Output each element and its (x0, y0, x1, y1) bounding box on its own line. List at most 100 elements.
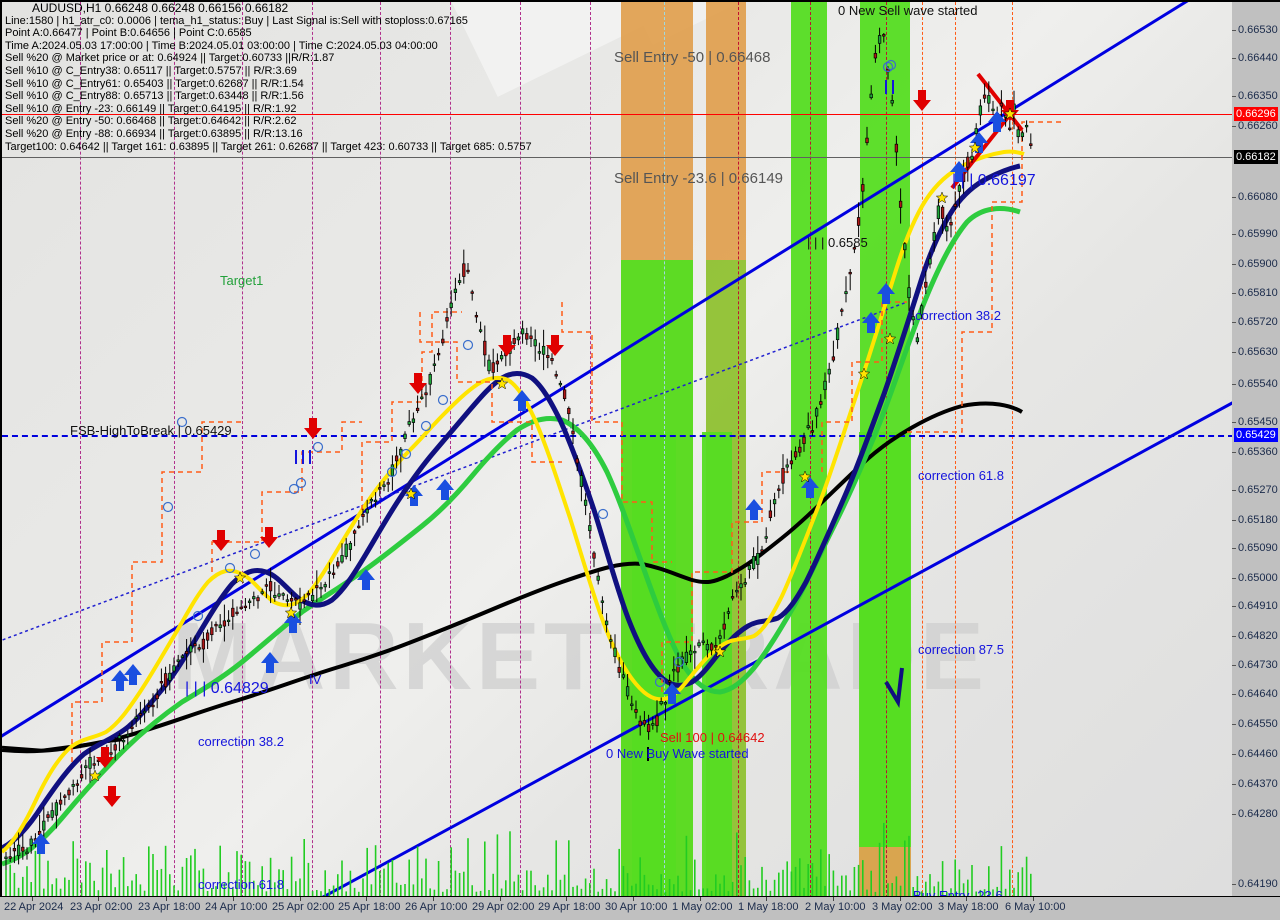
price-tick-label: 0.64640 (1238, 688, 1278, 700)
star-marker-icon (883, 332, 897, 345)
candlestick-series (4, 27, 1033, 871)
label-sell-entry-236: Sell Entry -23.6 | 0.66149 (614, 170, 783, 187)
time-tick-label: 1 May 02:00 (672, 901, 733, 913)
star-marker-icon (495, 377, 509, 390)
trendline-lower (318, 400, 1234, 898)
star-marker-icon (284, 606, 298, 619)
time-tick-label: 26 Apr 10:00 (405, 901, 468, 913)
price-tick (1232, 293, 1236, 294)
day-separator-6 (450, 2, 451, 898)
price-tick (1232, 352, 1236, 353)
buy-arrow-6 (405, 485, 423, 506)
price-tick (1232, 884, 1236, 885)
price-tick-label: 0.64730 (1238, 659, 1278, 671)
label-wave-06585: | | | 0.6585 (807, 235, 868, 250)
time-tick (833, 897, 834, 901)
time-tick-label: 3 May 18:00 (938, 901, 999, 913)
time-tick (300, 897, 301, 901)
buy-arrow-10 (745, 499, 763, 520)
star-marker-icon (935, 191, 949, 204)
star-marker-icon (713, 645, 727, 658)
fsb-high-to-break-line (2, 435, 1234, 437)
price-tick-label: 0.65630 (1238, 346, 1278, 358)
star-marker-icon (798, 470, 812, 483)
fractal-circle-icon (462, 339, 474, 351)
time-tick (32, 897, 33, 901)
buy-arrow-5 (357, 569, 375, 590)
time-tick-label: 29 Apr 02:00 (472, 901, 535, 913)
zigzag-wave-navy (884, 667, 904, 709)
price-tick (1232, 96, 1236, 97)
time-tick-label: 25 Apr 02:00 (272, 901, 335, 913)
buy-arrow-3 (261, 652, 279, 673)
fractal-circle-icon (885, 59, 897, 71)
time-axis[interactable]: 22 Apr 2024 23 Apr 02:00 23 Apr 18:00 24 Ap… (0, 896, 1280, 920)
time-tick (633, 897, 634, 901)
price-tick-label: 0.64550 (1238, 718, 1278, 730)
price-tick (1232, 724, 1236, 725)
price-tick (1232, 578, 1236, 579)
ask-price-line (2, 114, 1234, 115)
day-separator-10 (738, 2, 739, 898)
price-tick-label: 0.64190 (1238, 878, 1278, 890)
time-tick-label: 2 May 10:00 (805, 901, 866, 913)
price-tick (1232, 665, 1236, 666)
fractal-circle-icon (312, 441, 324, 453)
fractal-circle-icon (162, 501, 174, 513)
price-tag-ask: 0.66296 (1234, 107, 1278, 121)
price-tag-bid: 0.66182 (1234, 150, 1278, 164)
wave-separator-1 (922, 2, 923, 898)
wave-separator-3 (1012, 2, 1013, 898)
sell-arrow-3 (260, 527, 278, 548)
day-separator-9 (664, 2, 665, 898)
time-tick-label: 6 May 10:00 (1005, 901, 1066, 913)
fractal-circle-icon (597, 508, 609, 520)
buy-arrow-2 (124, 664, 142, 685)
price-tick (1232, 264, 1236, 265)
price-tick (1232, 548, 1236, 549)
star-marker-icon (404, 487, 418, 500)
price-tick-label: 0.65810 (1238, 287, 1278, 299)
price-tick (1232, 322, 1236, 323)
buy-arrow-12 (862, 312, 880, 333)
price-tick-label: 0.66530 (1238, 24, 1278, 36)
ma-yellow (2, 149, 1025, 854)
sell-arrow-1 (103, 786, 121, 807)
wave-separator-2 (955, 2, 956, 898)
price-tick (1232, 490, 1236, 491)
time-tick (500, 897, 501, 901)
label-correction-618-r: correction 61.8 (918, 468, 1004, 483)
fractal-circle-icon (192, 610, 204, 622)
signal-markers-layer (32, 59, 1019, 854)
price-tick (1232, 814, 1236, 815)
buy-arrow-7 (436, 479, 454, 500)
price-axis[interactable]: 0.66530 0.66440 0.66350 0.66260 0.66080 0.659… (1232, 0, 1280, 898)
price-tick (1232, 520, 1236, 521)
price-tick-label: 0.65270 (1238, 484, 1278, 496)
fractal-circle-icon (654, 676, 666, 688)
price-tick (1232, 694, 1236, 695)
chart-plot-area[interactable]: MARKET TRADE (0, 0, 1234, 898)
day-separator-2 (174, 2, 175, 898)
price-tick (1232, 606, 1236, 607)
sell-arrow-4 (304, 418, 322, 439)
label-new-buy-wave: 0 New Buy Wave started (606, 746, 749, 761)
volume-histogram (5, 822, 1032, 898)
time-tick-label: 29 Apr 18:00 (538, 901, 601, 913)
time-tick (966, 897, 967, 901)
label-target1: Target1 (220, 273, 264, 288)
time-tick (166, 897, 167, 901)
sell-arrow-6 (498, 335, 516, 356)
sell-arrow-7 (546, 335, 564, 356)
time-tick (700, 897, 701, 901)
time-tick (433, 897, 434, 901)
sell-arrow-2 (212, 530, 230, 551)
time-tick-label: 25 Apr 18:00 (338, 901, 401, 913)
star-marker-icon (1003, 107, 1017, 120)
price-tick (1232, 784, 1236, 785)
label-wave-iv: IV (309, 672, 322, 687)
time-tick (233, 897, 234, 901)
time-tick (366, 897, 367, 901)
price-tick (1232, 30, 1236, 31)
